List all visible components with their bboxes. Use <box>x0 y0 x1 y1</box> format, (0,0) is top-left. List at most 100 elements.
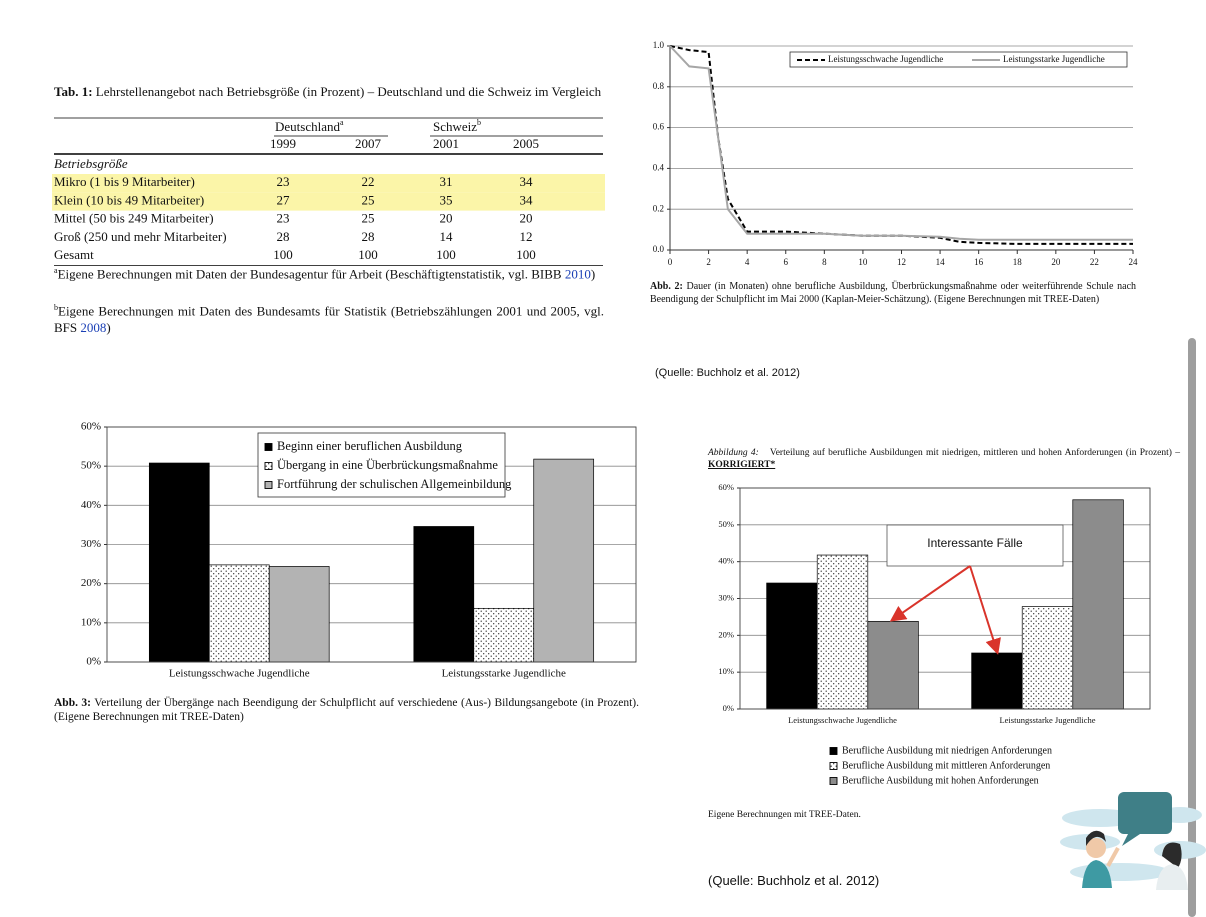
cell: 28 <box>277 229 290 244</box>
legend-box <box>789 51 1128 68</box>
title-text: Verteilung auf berufliche Ausbildungen m… <box>769 448 1180 458</box>
bar <box>816 554 869 710</box>
cell: 12 <box>520 229 533 244</box>
row-label: Groß (250 und mehr Mitarbeiter) <box>54 229 227 244</box>
y-tick-label: 60% <box>718 482 734 492</box>
row-highlight <box>52 174 605 193</box>
x-tick-label: 18 <box>1013 257 1023 267</box>
cell: 14 <box>440 229 454 244</box>
x-tick-label: Leistungsstarke Jugendliche <box>999 715 1095 725</box>
footnote-text: Eigene Berechnungen mit Daten des Bundes… <box>54 303 604 335</box>
caption: Abb. 3: Verteilung der Übergänge nach Be… <box>54 696 639 725</box>
cell: 25 <box>362 192 375 207</box>
bar <box>1072 499 1124 710</box>
footnote-end: ) <box>590 266 596 282</box>
group-note: b <box>477 118 481 127</box>
bar <box>766 582 818 710</box>
footnote: bEigene Berechnungen mit Daten des Bunde… <box>54 303 604 336</box>
cell: 100 <box>516 247 536 262</box>
legend-swatch <box>829 777 838 785</box>
bar <box>971 652 1023 710</box>
y-tick-label: 0.0 <box>653 244 665 254</box>
y-tick-label: 30% <box>718 592 734 602</box>
y-tick-label: 1.0 <box>653 40 665 50</box>
footnote-mark: a <box>54 266 58 275</box>
row-label: Klein (10 bis 49 Mitarbeiter) <box>54 192 204 207</box>
section-label: Betriebsgröße <box>54 156 128 171</box>
legend-swatch <box>264 443 273 451</box>
group-note: a <box>340 118 344 127</box>
footnote-link: 2008 <box>80 319 107 335</box>
x-tick-label: 20 <box>1051 257 1061 267</box>
cell: 23 <box>277 174 290 189</box>
plot-frame <box>739 487 1151 710</box>
group-header: Schweizb <box>433 118 481 134</box>
y-tick-label: 40% <box>718 556 734 566</box>
caption-label: Abb. 3: <box>54 697 91 709</box>
legend-swatch <box>264 481 273 489</box>
cell: 34 <box>520 192 534 207</box>
title-note: KORRIGIERT* <box>708 459 776 470</box>
group-label: Schweiz <box>433 119 477 134</box>
y-tick-label: 60% <box>81 421 101 433</box>
footnote-link: 2010 <box>564 266 591 282</box>
x-tick-label: 16 <box>974 257 984 267</box>
legend-label: Berufliche Ausbildung mit hohen Anforder… <box>842 775 1039 786</box>
row-label: Gesamt <box>54 247 94 262</box>
legend-box <box>257 432 506 498</box>
x-tick-label: 0 <box>668 257 673 267</box>
source: (Quelle: Buchholz et al. 2012) <box>708 873 879 889</box>
source-text: (Quelle: Buchholz et al. 2012) <box>708 873 880 888</box>
source: (Quelle: Buchholz et al. 2012) <box>655 367 800 381</box>
caption-text: Verteilung der Übergänge nach Beendigung… <box>54 697 639 724</box>
legend-label: Übergang in eine Überbrückungsmaßnahme <box>277 458 498 472</box>
series-line <box>669 45 1133 241</box>
y-tick-label: 20% <box>718 629 734 639</box>
y-tick-label: 0% <box>86 656 101 668</box>
x-tick-label: 10 <box>858 257 868 267</box>
year-header: 2005 <box>513 136 539 151</box>
x-tick-label: 22 <box>1090 257 1099 267</box>
x-tick-label: Leistungsstarke Jugendliche <box>442 668 566 680</box>
x-tick-label: 8 <box>822 257 827 267</box>
row-label: Mittel (50 bis 249 Mitarbeiter) <box>54 211 214 226</box>
bar <box>473 607 535 663</box>
footnote-mark: b <box>54 303 58 312</box>
cell: 20 <box>440 211 453 226</box>
year-header: 1999 <box>270 136 296 151</box>
cell: 34 <box>520 174 534 189</box>
bar <box>413 526 475 663</box>
footnote: aEigene Berechnungen mit Daten der Bunde… <box>54 266 604 283</box>
bar <box>1021 606 1074 710</box>
annotation: Interessante Fälle <box>927 536 1023 550</box>
footnote-text: Eigene Berechnungen mit Daten der Bundes… <box>57 266 562 282</box>
illustration <box>1060 792 1206 890</box>
bar <box>208 564 270 663</box>
cell: 100 <box>358 247 378 262</box>
x-tick-label: Leistungsschwache Jugendliche <box>169 668 310 680</box>
cell: 27 <box>277 192 291 207</box>
y-tick-label: 30% <box>81 538 101 550</box>
table-title: Tab. 1: Lehrstellenangebot nach Betriebs… <box>54 84 604 100</box>
legend-swatch <box>264 462 273 470</box>
caption-label: Abb. 2: <box>650 281 683 292</box>
year-header: 2007 <box>355 136 382 151</box>
x-tick-label: 24 <box>1129 257 1139 267</box>
x-tick-label: 6 <box>784 257 789 267</box>
cell: 25 <box>362 211 375 226</box>
legend-label: Fortführung der schulischen Allgemeinbil… <box>277 477 512 491</box>
legend-label: Berufliche Ausbildung mit niedrigen Anfo… <box>842 745 1052 756</box>
scrollbar[interactable] <box>1188 338 1196 917</box>
caption: Abb. 2: Dauer (in Monaten) ohne beruflic… <box>650 281 1136 306</box>
group-label: Deutschland <box>275 119 340 134</box>
x-tick-label: 12 <box>897 257 906 267</box>
y-tick-label: 0.4 <box>653 162 665 172</box>
annotation-arrow <box>889 565 971 622</box>
title-label: Abbildung 4: <box>708 448 759 458</box>
legend-label: Leistungsstarke Jugendliche <box>1003 54 1105 64</box>
group-header: Deutschlanda <box>275 118 344 134</box>
y-tick-label: 20% <box>81 577 101 589</box>
series-line <box>669 45 1133 245</box>
